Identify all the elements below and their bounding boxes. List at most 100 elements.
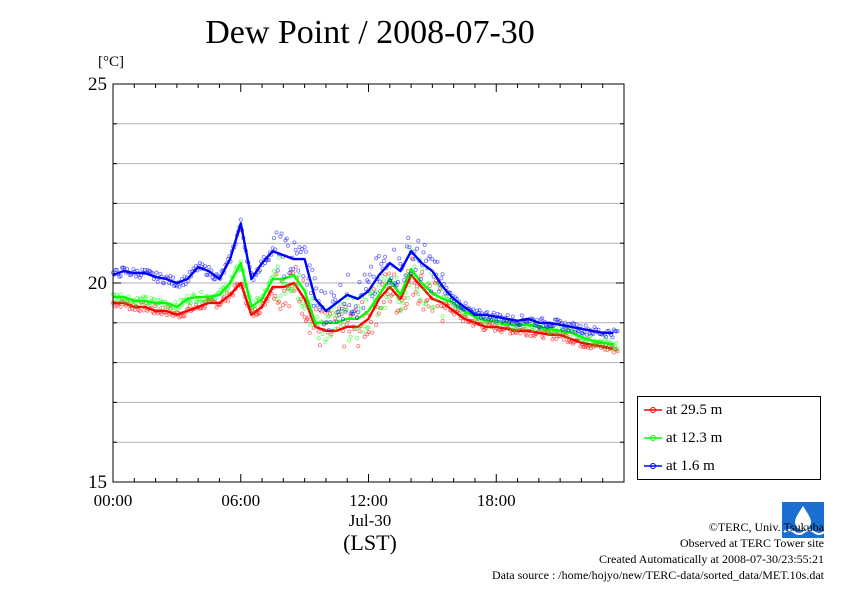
data-point bbox=[518, 322, 523, 327]
data-point bbox=[297, 273, 302, 278]
data-point bbox=[326, 328, 331, 333]
data-point bbox=[282, 282, 287, 287]
data-point bbox=[178, 297, 183, 302]
data-point bbox=[188, 300, 193, 305]
data-point bbox=[513, 327, 518, 332]
data-point bbox=[294, 284, 299, 289]
data-point bbox=[361, 330, 366, 335]
data-point bbox=[301, 301, 306, 306]
data-point bbox=[334, 319, 339, 324]
data-point bbox=[604, 345, 609, 350]
data-point bbox=[238, 217, 243, 222]
data-point bbox=[224, 291, 229, 296]
data-point bbox=[342, 302, 347, 307]
series-line bbox=[112, 222, 614, 334]
data-point bbox=[357, 280, 362, 285]
data-point bbox=[408, 271, 413, 276]
data-point bbox=[421, 307, 426, 312]
data-point bbox=[225, 299, 230, 304]
data-point bbox=[273, 272, 278, 277]
data-point bbox=[305, 282, 310, 287]
data-point bbox=[569, 328, 574, 333]
chart-title: Dew Point / 2008-07-30 bbox=[205, 14, 535, 51]
data-point bbox=[366, 329, 371, 334]
data-point bbox=[316, 329, 321, 334]
x-tick-label: 06:00 bbox=[221, 491, 260, 510]
data-point bbox=[362, 334, 367, 339]
data-point bbox=[478, 315, 483, 320]
data-point bbox=[568, 334, 573, 339]
data-point bbox=[380, 273, 385, 278]
data-point bbox=[332, 293, 337, 298]
data-point bbox=[416, 292, 421, 297]
data-point bbox=[284, 236, 289, 241]
data-point bbox=[541, 324, 546, 329]
data-point bbox=[174, 284, 179, 289]
data-point bbox=[434, 296, 439, 301]
data-point bbox=[376, 283, 381, 288]
data-point bbox=[271, 236, 276, 241]
data-point bbox=[564, 333, 569, 338]
data-point bbox=[339, 309, 344, 314]
data-point bbox=[531, 328, 536, 333]
series-line bbox=[113, 273, 614, 350]
data-point bbox=[302, 245, 307, 250]
data-point bbox=[288, 267, 293, 272]
data-point bbox=[317, 308, 322, 313]
data-point bbox=[411, 257, 416, 262]
data-point bbox=[443, 291, 448, 296]
data-point bbox=[583, 323, 588, 328]
series-at-1-6-m bbox=[111, 217, 620, 340]
data-point bbox=[286, 243, 291, 248]
data-point bbox=[540, 316, 545, 321]
data-point bbox=[505, 313, 510, 318]
data-point bbox=[407, 283, 412, 288]
data-point bbox=[310, 267, 315, 272]
data-point bbox=[360, 300, 365, 305]
data-point bbox=[508, 331, 513, 336]
data-point bbox=[374, 322, 379, 327]
data-point bbox=[518, 331, 523, 336]
data-point bbox=[133, 303, 138, 308]
data-point bbox=[343, 309, 348, 314]
data-point bbox=[388, 299, 393, 304]
data-point bbox=[122, 266, 127, 271]
data-point bbox=[183, 281, 188, 286]
data-point bbox=[257, 311, 262, 316]
data-point bbox=[127, 307, 132, 312]
data-point bbox=[340, 322, 345, 327]
data-point bbox=[353, 304, 358, 309]
data-point bbox=[337, 306, 342, 311]
legend-marker-green bbox=[644, 435, 662, 441]
data-point bbox=[491, 310, 496, 315]
data-point bbox=[144, 295, 149, 300]
data-point bbox=[283, 291, 288, 296]
legend-label: at 29.5 m bbox=[666, 401, 723, 418]
data-point bbox=[452, 312, 457, 317]
data-point bbox=[355, 315, 360, 320]
data-point bbox=[415, 284, 420, 289]
data-point bbox=[404, 301, 409, 306]
data-point bbox=[397, 256, 402, 261]
data-point bbox=[300, 311, 305, 316]
legend-marker-blue bbox=[644, 463, 662, 469]
data-point bbox=[140, 267, 145, 272]
data-point bbox=[282, 274, 287, 279]
data-point bbox=[340, 317, 345, 322]
data-point bbox=[202, 264, 207, 269]
data-point bbox=[404, 244, 409, 249]
legend-entry-12-3m: at 12.3 m bbox=[644, 427, 722, 449]
data-point bbox=[485, 310, 490, 315]
data-point bbox=[418, 277, 423, 282]
data-point bbox=[357, 329, 362, 334]
data-point bbox=[436, 289, 441, 294]
data-point bbox=[432, 259, 437, 264]
data-point bbox=[435, 259, 440, 264]
data-point bbox=[379, 261, 384, 266]
data-point bbox=[615, 329, 620, 334]
data-point bbox=[519, 313, 524, 318]
data-point bbox=[366, 325, 371, 330]
data-point bbox=[537, 325, 542, 330]
data-point bbox=[187, 270, 192, 275]
data-point bbox=[278, 234, 283, 239]
